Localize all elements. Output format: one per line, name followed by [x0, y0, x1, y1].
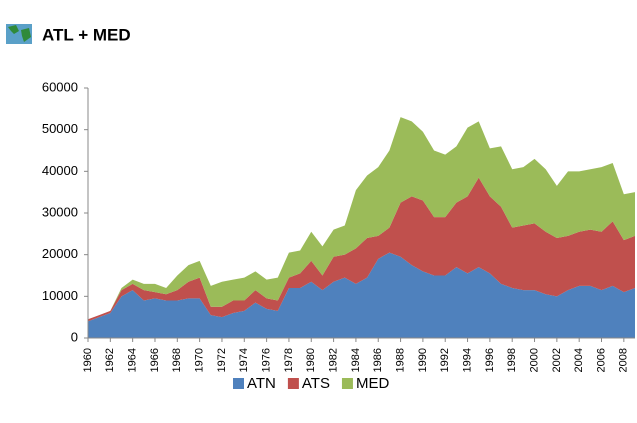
x-tick-label: 2006 — [595, 348, 607, 372]
x-tick-label: 2000 — [528, 348, 540, 372]
legend: ATN ATS MED — [233, 375, 389, 392]
legend-swatch — [233, 378, 244, 389]
chart-title: ATL + MED — [42, 25, 131, 44]
globe-icon — [6, 24, 32, 44]
y-tick-label: 40000 — [42, 163, 78, 178]
y-tick-label: 10000 — [42, 288, 78, 303]
legend-label: MED — [356, 375, 390, 392]
x-tick-label: 1996 — [484, 348, 496, 372]
x-tick-label: 1962 — [104, 348, 116, 372]
legend-swatch — [341, 378, 353, 389]
x-tick-label: 1968 — [171, 348, 183, 372]
x-tick-label: 1976 — [261, 348, 273, 372]
legend-label: ATS — [302, 375, 330, 392]
x-tick-label: 1994 — [461, 348, 473, 372]
y-tick-label: 30000 — [42, 204, 78, 219]
x-tick-label: 1982 — [327, 348, 339, 372]
y-tick-label: 0 — [71, 329, 78, 344]
y-tick-label: 50000 — [42, 121, 78, 136]
x-tick-label: 2004 — [573, 348, 585, 372]
icon-land — [8, 25, 31, 42]
legend-swatch — [287, 378, 299, 389]
y-tick-label: 20000 — [42, 246, 78, 261]
x-tick-label: 1998 — [506, 348, 518, 372]
x-tick-label: 1972 — [216, 348, 228, 372]
area — [88, 177, 635, 322]
x-tick-label: 1974 — [238, 348, 250, 372]
x-tick-label: 1990 — [417, 348, 429, 372]
x-tick-label: 1978 — [283, 348, 295, 372]
x-tick-label: 1980 — [305, 348, 317, 372]
area — [88, 252, 635, 338]
x-tick-label: 2002 — [551, 348, 563, 372]
x-tick-label: 1970 — [194, 348, 206, 372]
x-tick-label: 1984 — [350, 348, 362, 372]
y-tick-label: 60000 — [42, 79, 78, 94]
legend-label: ATN — [247, 375, 276, 392]
x-tick-label: 1966 — [149, 348, 161, 372]
x-tick-label: 1986 — [372, 348, 384, 372]
x-tick-label: 1988 — [394, 348, 406, 372]
x-tick-label: 1964 — [127, 348, 139, 372]
x-tick-label: 2008 — [618, 348, 630, 372]
x-tick-label: 1992 — [439, 348, 451, 372]
x-tick-label: 1960 — [82, 348, 94, 372]
area — [88, 117, 635, 320]
